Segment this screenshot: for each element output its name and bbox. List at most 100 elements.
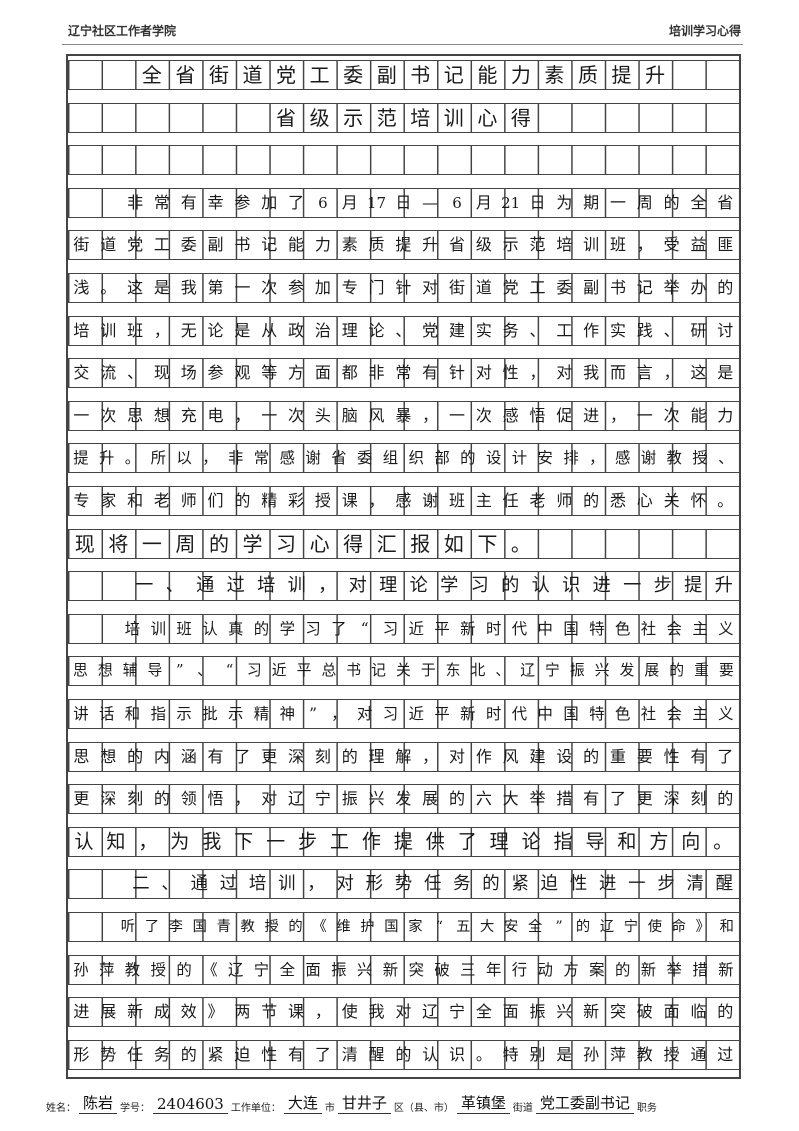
handwritten-char: 和 bbox=[719, 919, 734, 935]
handwritten-char: 非 bbox=[227, 449, 244, 468]
handwritten-char: 得 bbox=[343, 531, 364, 556]
handwritten-char: 李 bbox=[168, 919, 183, 935]
handwritten-char: 悉 bbox=[609, 491, 626, 510]
handwritten-char: 论 bbox=[409, 575, 428, 597]
handwritten-char: 的 bbox=[176, 960, 192, 979]
handwritten-char: 是 bbox=[717, 363, 734, 383]
handwritten-char: 务 bbox=[502, 320, 519, 340]
handwritten-char bbox=[68, 189, 95, 217]
handwritten-char: 风 bbox=[368, 405, 385, 425]
handwritten-char: ” bbox=[309, 705, 317, 723]
handwritten-char: 记 bbox=[261, 235, 278, 255]
handwritten-char: 更 bbox=[636, 789, 653, 809]
handwritten-char: 解 bbox=[395, 746, 412, 766]
handwritten-char: 过 bbox=[717, 1044, 734, 1064]
handwritten-char: 的 bbox=[395, 1044, 412, 1064]
handwritten-char: 次 bbox=[475, 405, 492, 425]
handwritten-char: 习 bbox=[470, 575, 489, 597]
handwritten-char: 工 bbox=[556, 320, 573, 340]
handwritten-char: 我 bbox=[202, 830, 222, 853]
handwritten-char: 刻 bbox=[127, 789, 144, 809]
city-suffix: 市 bbox=[324, 1103, 335, 1114]
handwritten-char: 能 bbox=[477, 63, 498, 87]
handwritten-char: 平 bbox=[434, 619, 450, 638]
city-field: 大连 bbox=[283, 1092, 322, 1114]
handwritten-char: 命 bbox=[671, 919, 686, 935]
handwritten-char: 质 bbox=[368, 235, 385, 255]
handwritten-char: 方 bbox=[649, 830, 669, 853]
handwritten-char: 精 bbox=[253, 705, 270, 723]
handwritten-char: 培 bbox=[556, 235, 573, 255]
handwritten-char: 认 bbox=[422, 1044, 439, 1064]
handwritten-char: 举 bbox=[663, 278, 680, 297]
handwritten-char: 宁 bbox=[449, 1002, 466, 1022]
handwritten-char: 的 bbox=[127, 746, 144, 766]
handwritten-char: 、 bbox=[165, 575, 184, 597]
handwritten-char: 重 bbox=[694, 662, 709, 680]
handwritten-char: 案 bbox=[589, 960, 605, 979]
handwritten-char: 心 bbox=[309, 531, 330, 556]
handwritten-char: 、 bbox=[127, 363, 144, 383]
handwritten-char bbox=[97, 870, 126, 898]
handwritten-char: 刻 bbox=[690, 789, 707, 809]
handwritten-char: 示 bbox=[227, 705, 244, 723]
handwritten-char: 的 bbox=[180, 1044, 197, 1064]
handwritten-char: 进 bbox=[73, 1002, 90, 1022]
handwritten-char: 认 bbox=[202, 619, 218, 638]
handwritten-char: 行 bbox=[511, 960, 528, 979]
handwritten-char: 通 bbox=[690, 1044, 707, 1064]
handwritten-char: 面 bbox=[305, 960, 321, 979]
handwritten-char: 、 bbox=[495, 662, 511, 680]
handwritten-char: 省 bbox=[449, 235, 466, 255]
handwritten-char: 特 bbox=[589, 705, 605, 723]
handwritten-char: 关 bbox=[395, 662, 411, 680]
handwritten-char: 发 bbox=[619, 662, 635, 680]
handwritten-char: 论 bbox=[207, 320, 224, 340]
handwritten-char: 一 bbox=[636, 405, 653, 425]
handwritten-char: 非 bbox=[127, 192, 144, 212]
handwritten-char: 对 bbox=[356, 705, 373, 723]
handwritten-char: 任 bbox=[423, 874, 442, 895]
handwritten-char: 新 bbox=[460, 705, 476, 723]
handwritten-char: 的 bbox=[501, 575, 520, 597]
handwritten-char: 大 bbox=[480, 919, 495, 935]
handwritten-char: 深 bbox=[100, 789, 117, 809]
handwritten-char: 宁 bbox=[545, 662, 560, 680]
handwritten-char: 期 bbox=[583, 192, 600, 212]
handwritten-char: 识 bbox=[562, 575, 581, 597]
handwritten-char: 悟 bbox=[529, 405, 546, 425]
handwritten-char: 措 bbox=[692, 960, 708, 979]
handwritten-char: 于 bbox=[420, 662, 436, 680]
handwritten-char: 主 bbox=[692, 619, 708, 638]
handwritten-char: 谢 bbox=[305, 449, 321, 468]
handwritten-char: 常 bbox=[153, 192, 170, 212]
handwritten-char: 供 bbox=[425, 830, 445, 853]
handwritten-char: 兴 bbox=[594, 662, 610, 680]
position-label: 职务 bbox=[636, 1103, 657, 1114]
handwritten-char: 次 bbox=[288, 405, 305, 425]
handwritten-char: 社 bbox=[640, 705, 657, 723]
handwritten-char: 谢 bbox=[422, 491, 439, 510]
handwritten-char: 为 bbox=[556, 192, 573, 212]
manuscript-row: 一次思想充电，一次头脑风暴，一次感悟促进，一次能力 bbox=[68, 400, 739, 431]
handwritten-char: 幸 bbox=[207, 192, 224, 212]
handwritten-char: 悟 bbox=[207, 789, 224, 809]
handwritten-char: 是 bbox=[153, 278, 170, 297]
handwritten-char: 谢 bbox=[640, 449, 657, 468]
handwritten-char: 对 bbox=[348, 575, 367, 597]
handwritten-char: 辽 bbox=[599, 919, 615, 935]
handwritten-char: 。 bbox=[713, 830, 733, 853]
handwritten-char: 周 bbox=[636, 192, 653, 212]
handwritten-char: “ bbox=[360, 619, 369, 638]
handwritten-char: 《 bbox=[312, 919, 327, 935]
handwritten-char: 班 bbox=[449, 491, 466, 510]
handwritten-char: 安 bbox=[504, 919, 519, 935]
handwritten-char: 等 bbox=[261, 363, 278, 383]
handwritten-char: 领 bbox=[180, 789, 197, 809]
handwritten-char: 训 bbox=[278, 874, 296, 895]
handwritten-char: 振 bbox=[569, 662, 585, 680]
row-text: 思想辅导”、 “习近平总书记关于东北、辽宁振兴发展的重要 bbox=[68, 657, 739, 685]
handwritten-char: 授 bbox=[663, 1044, 680, 1064]
handwritten-char: 的 bbox=[583, 491, 600, 510]
handwritten-char: 从 bbox=[261, 320, 278, 340]
